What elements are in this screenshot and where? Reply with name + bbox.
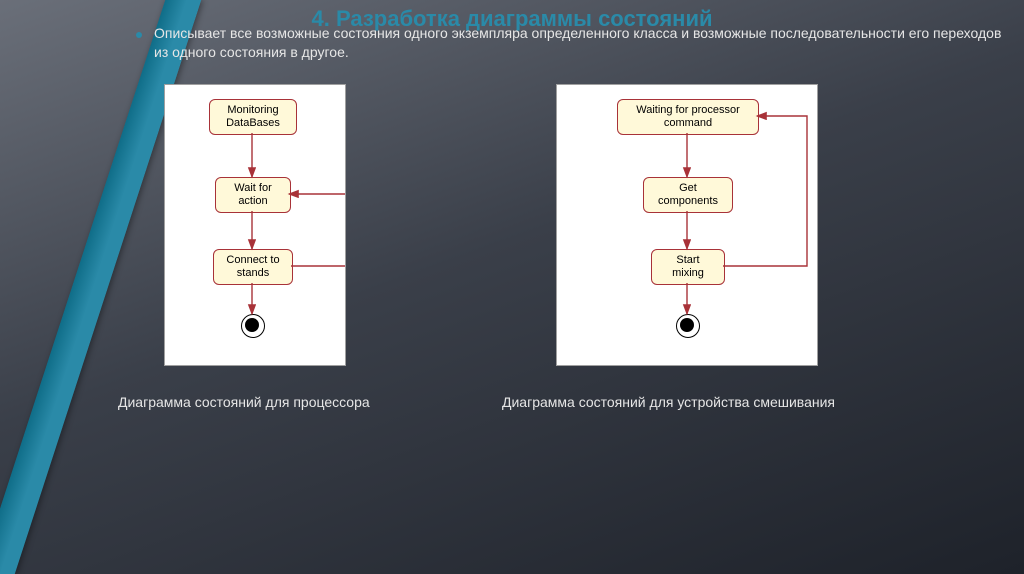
diagram-panel-right: Waiting for processor commandGet compone… [556, 84, 818, 366]
transitions [165, 85, 345, 365]
caption-left: Диаграмма состояний для процессора [118, 394, 370, 410]
slide-description: Описывает все возможные состояния одного… [154, 24, 1004, 62]
bullet-icon [136, 32, 142, 38]
caption-right: Диаграмма состояний для устройства смеши… [502, 394, 835, 410]
transitions [557, 85, 817, 365]
diagram-panel-left: Monitoring DataBasesWait for actionConne… [164, 84, 346, 366]
